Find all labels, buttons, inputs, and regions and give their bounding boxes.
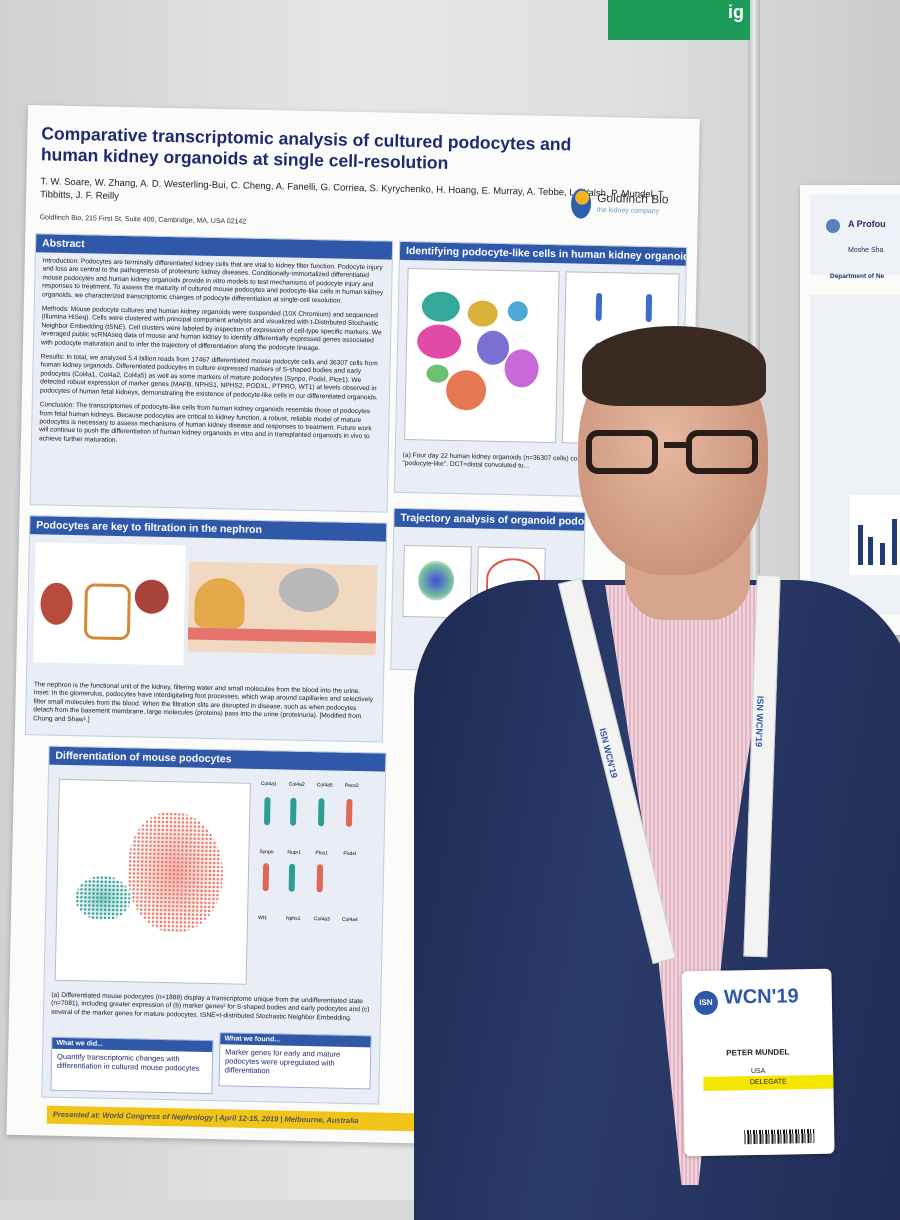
gene-label: Nupr1 <box>287 849 302 856</box>
presenter: ISN WCN'19 ISN WCN'19 ISN WCN'19 PETER M… <box>400 326 900 1220</box>
neighbor-poster-title: A Profou <box>848 219 886 229</box>
basement-membrane <box>187 627 377 644</box>
abstract-panel: Abstract Introduction: Podocytes are ter… <box>29 233 394 513</box>
hair <box>582 326 766 406</box>
poster-affiliation: Goldfinch Bio, 215 First St, Suite 400, … <box>39 214 247 226</box>
name-badge: ISN WCN'19 PETER MUNDEL USA DELEGATE <box>681 968 835 1157</box>
gene-label: Col4a5 <box>316 782 333 789</box>
abstract-introduction: Introduction: Podocytes are terminally d… <box>41 257 384 305</box>
gene-label: Nphs1 <box>285 915 301 922</box>
neighbor-poster-department: Department of Ne <box>830 273 885 280</box>
lanyard-text: ISN WCN'19 <box>753 695 766 748</box>
mouse-tsne-plot <box>54 778 251 985</box>
isn-logo: ISN <box>693 990 719 1016</box>
abstract-conclusion: Conclusion: The transcriptomes of podocy… <box>38 401 372 444</box>
differentiated-cluster <box>126 811 225 934</box>
gene-violin-grid: Col4a1 Col4a2 Col4a5 Pecs2 Synpo Nupr1 P… <box>251 777 379 990</box>
wcn-logo: WCN'19 <box>723 985 799 1009</box>
gene-label: Col4a2 <box>288 781 305 788</box>
gene-label: Col4a3 <box>313 916 330 923</box>
hospital-emblem-icon <box>826 219 840 233</box>
gene-label: Plce1 <box>315 850 328 857</box>
cluster-teal <box>421 291 461 323</box>
cluster-gold <box>467 300 499 327</box>
mouse-heading: Differentiation of mouse podocytes <box>49 746 386 772</box>
nephron-diagram <box>33 542 186 666</box>
booth-sign: ig <box>608 0 750 40</box>
filtration-panel: Podocytes are key to filtration in the n… <box>24 515 388 743</box>
nephron-icon <box>83 583 131 641</box>
goldfinch-logo: Goldfinch Bio the kidney company <box>570 184 692 227</box>
healthy-podocyte <box>194 577 246 629</box>
logo-name: Goldfinch Bio <box>597 190 669 207</box>
gene-label: Podxl <box>343 850 356 858</box>
undifferentiated-cluster <box>74 875 131 922</box>
gene-label: Col4a1 <box>260 781 277 788</box>
neighbor-poster-body <box>810 295 900 615</box>
podocyte-diagram <box>187 561 378 656</box>
filtration-caption: The nephron is the functional unit of th… <box>33 681 374 724</box>
poster-title: Comparative transcriptomic analysis of c… <box>40 123 572 173</box>
gene-label: Synpo <box>259 849 274 856</box>
neighbor-poster-header: A Profou Moshe Sha Department of Ne <box>810 195 900 280</box>
neighbor-poster: A Profou Moshe Sha Department of Ne <box>800 185 900 635</box>
abstract-methods: Methods: Mouse podocyte cultures and hum… <box>40 305 382 352</box>
mouse-panel: Differentiation of mouse podocytes Col4a… <box>41 745 387 1105</box>
gene-label: Col4a4 <box>341 916 358 924</box>
cluster-blue <box>507 301 528 322</box>
what-we-did-box: What we did... Quantify transcriptomic c… <box>50 1036 214 1095</box>
gene-label: Wt1 <box>257 914 267 922</box>
what-we-found-text: Marker genes for early and mature podocy… <box>224 1047 341 1076</box>
filtration-heading: Podocytes are key to filtration in the n… <box>30 516 387 542</box>
kidney-icon <box>40 582 73 626</box>
badge-role: DELEGATE <box>703 1074 834 1091</box>
what-we-did-text: Quantify transcriptomic changes with dif… <box>56 1051 200 1073</box>
barcode-icon <box>744 1129 815 1145</box>
detached-podocyte <box>278 567 340 613</box>
what-we-found-box: What we found... Marker genes for early … <box>218 1032 372 1090</box>
logo-tagline: the kidney company <box>596 206 660 216</box>
goldfinch-bird-icon <box>570 188 592 219</box>
neighbor-bar-chart <box>850 495 900 575</box>
identify-heading: Identifying podocyte-like cells in human… <box>399 241 687 266</box>
mouse-caption: (a) Differentiated mouse podocytes (n=18… <box>50 991 370 1022</box>
booth-sign-text: ig <box>728 2 744 22</box>
gene-label: Pecs2 <box>344 782 359 790</box>
neighbor-poster-authors: Moshe Sha <box>848 247 884 254</box>
glasses-icon <box>586 430 766 478</box>
abstract-results: Results: In total, we analyzed 5.4 billi… <box>39 353 378 402</box>
glomerulus-icon <box>134 579 170 615</box>
badge-name: PETER MUNDEL <box>726 1047 790 1058</box>
